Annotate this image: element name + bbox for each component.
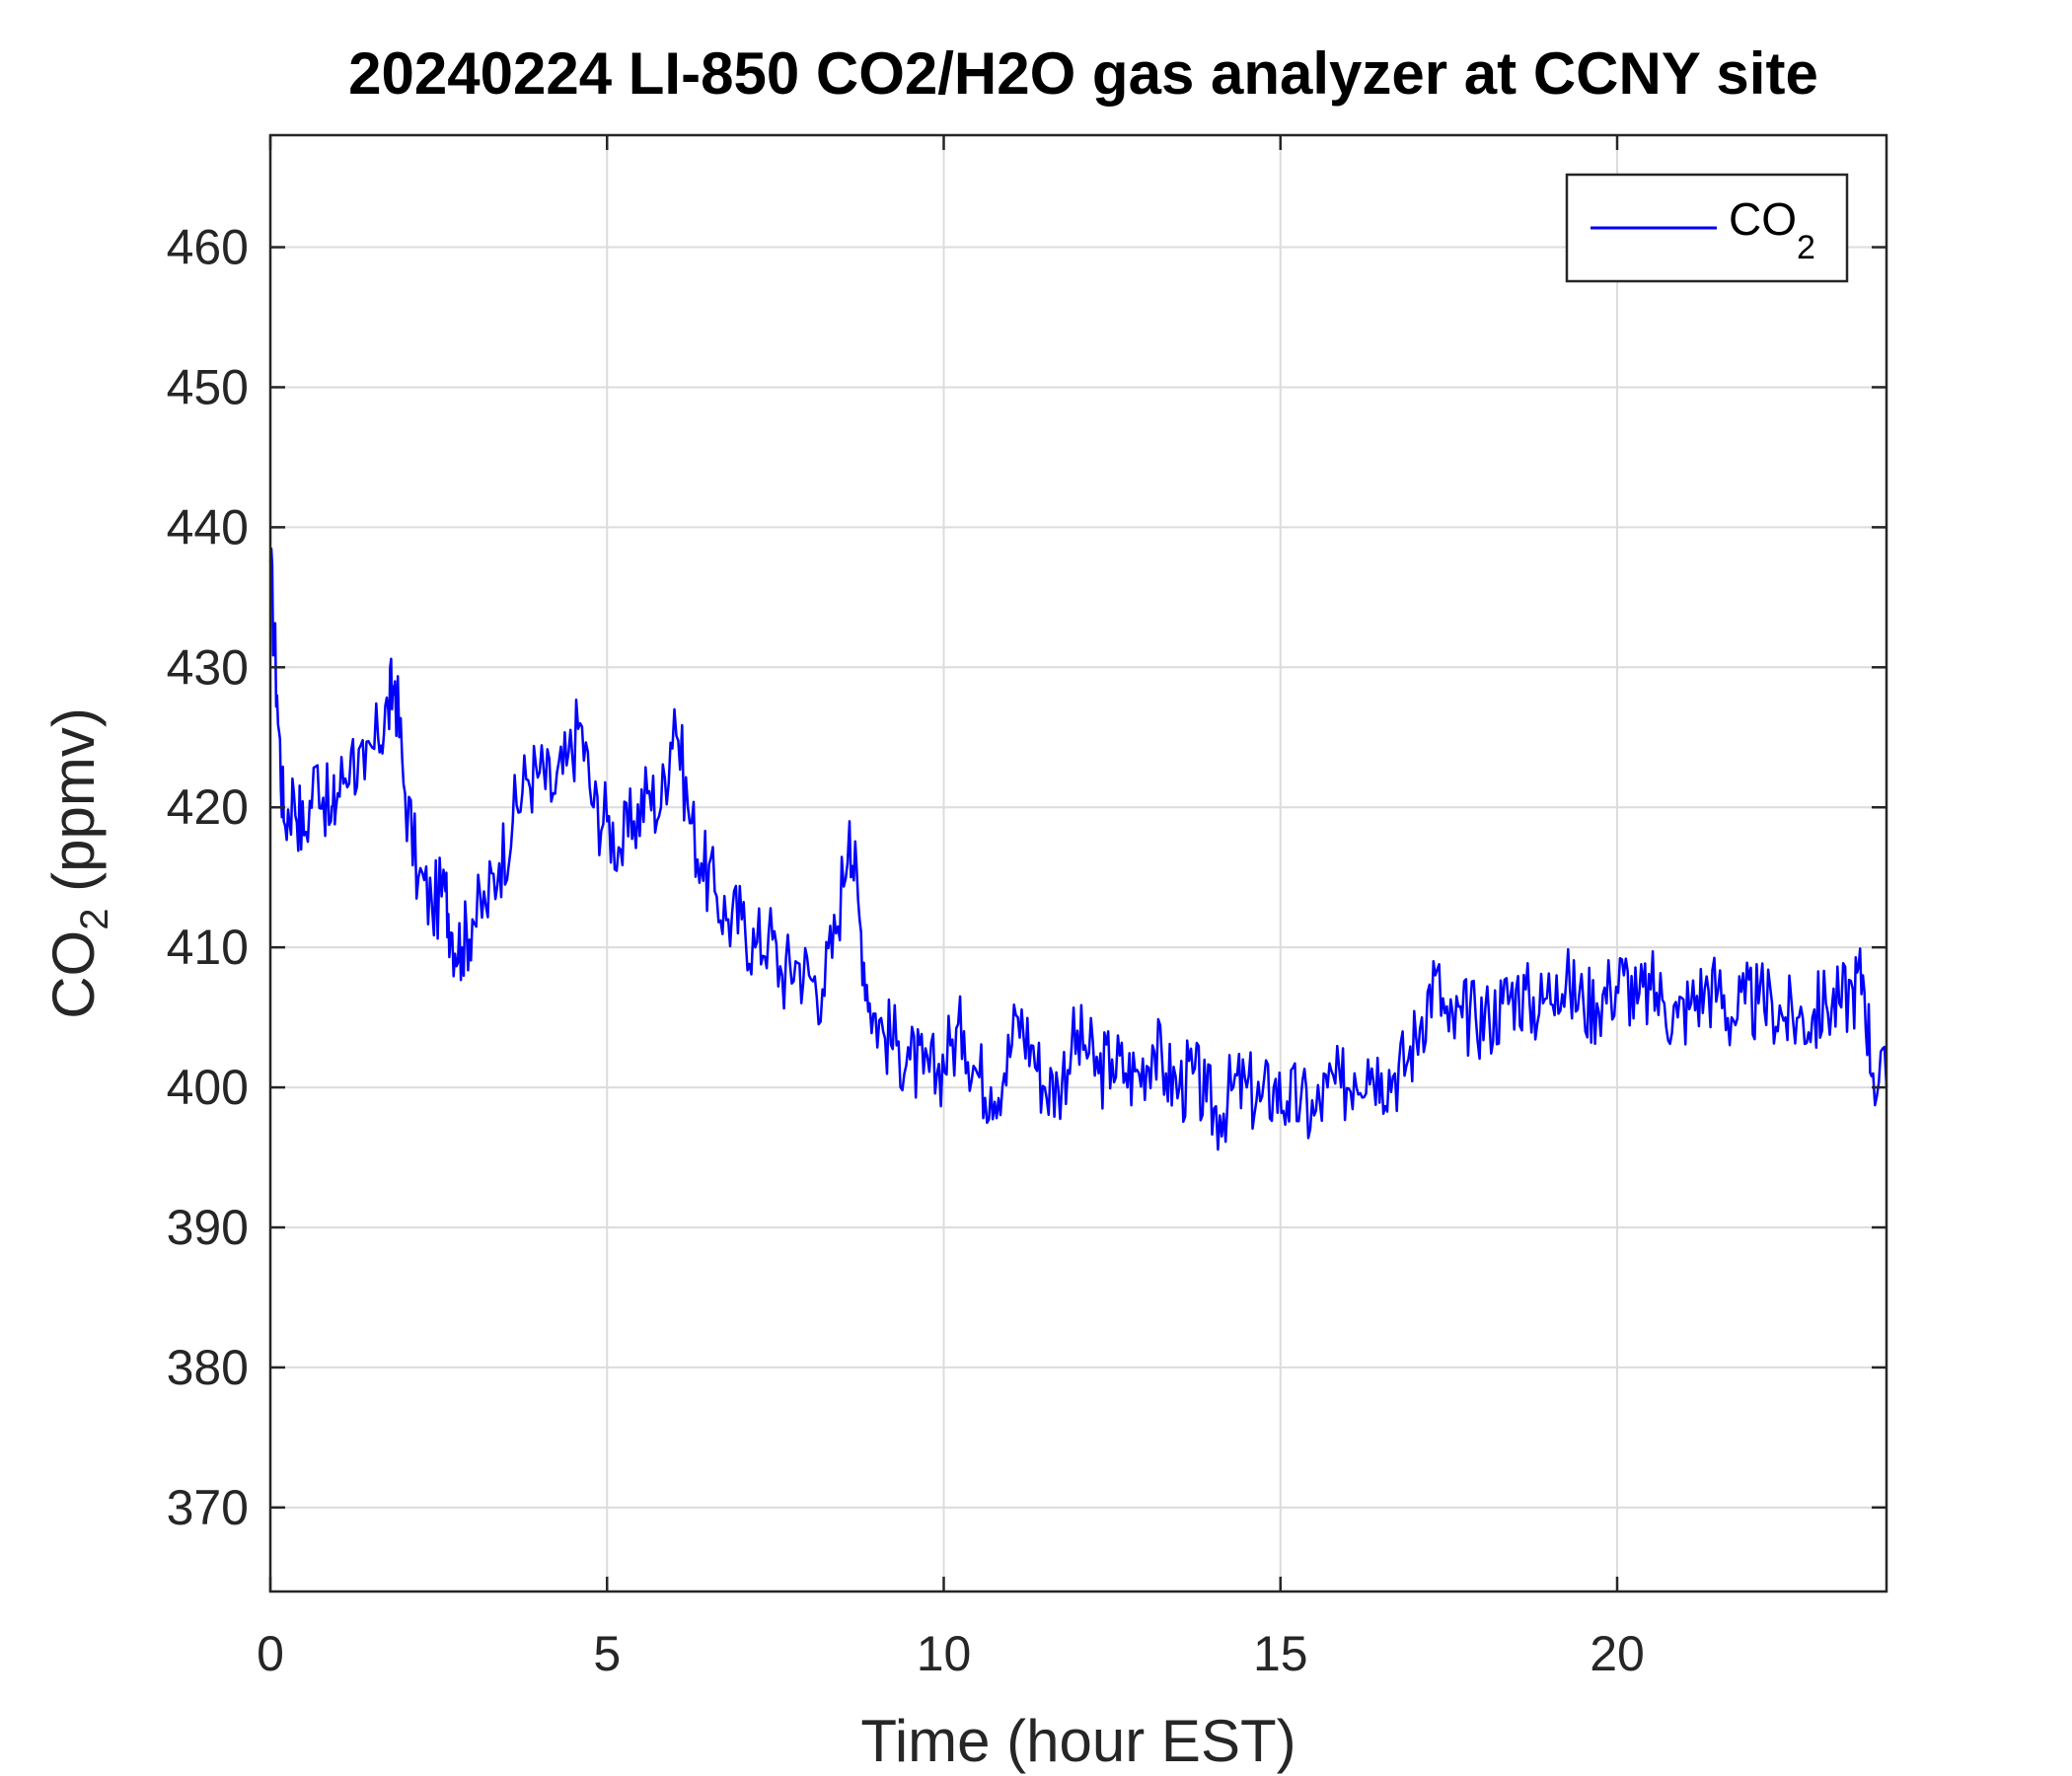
x-tick-label: 15 bbox=[1253, 1626, 1308, 1681]
y-tick-label: 460 bbox=[167, 220, 249, 275]
legend: CO2 bbox=[1565, 173, 1849, 283]
x-tick-label: 10 bbox=[917, 1626, 972, 1681]
axes-box bbox=[268, 133, 1888, 1593]
y-tick-label: 410 bbox=[167, 920, 249, 975]
series-line-co2 bbox=[268, 547, 1888, 1151]
y-tick-labels: 370 380 390 400 410 420 430 440 450 460 bbox=[167, 220, 249, 1535]
y-axis-label-subscript: 2 bbox=[73, 909, 116, 930]
x-tick-labels: 0 5 10 15 20 bbox=[257, 1626, 1645, 1681]
legend-label-base: CO bbox=[1729, 193, 1797, 245]
series-layer bbox=[268, 547, 1888, 1151]
y-tick-label: 400 bbox=[167, 1060, 249, 1115]
plot-area bbox=[270, 135, 1887, 1591]
y-tick-label: 390 bbox=[167, 1200, 249, 1255]
y-tick-label: 370 bbox=[167, 1480, 249, 1535]
y-axis-label-base: CO bbox=[40, 930, 107, 1019]
y-axis-label: CO2 (ppmv) bbox=[40, 707, 116, 1019]
x-tick-label: 0 bbox=[257, 1626, 284, 1681]
x-axis-label: Time (hour EST) bbox=[860, 1708, 1295, 1774]
y-tick-label: 440 bbox=[167, 499, 249, 555]
y-tick-label: 420 bbox=[167, 779, 249, 835]
legend-label-subscript: 2 bbox=[1797, 229, 1815, 266]
y-tick-label: 450 bbox=[167, 359, 249, 414]
grid-lines bbox=[269, 135, 1887, 1591]
legend-label: CO2 bbox=[1729, 193, 1815, 266]
axis-ticks bbox=[268, 135, 1887, 1591]
y-tick-label: 430 bbox=[167, 639, 249, 695]
chart-title: 20240224 LI-850 CO2/H2O gas analyzer at … bbox=[348, 40, 1818, 107]
x-tick-label: 20 bbox=[1590, 1626, 1645, 1681]
y-axis-label-units: (ppmv) bbox=[40, 707, 107, 908]
y-tick-label: 380 bbox=[167, 1340, 249, 1395]
x-tick-label: 5 bbox=[593, 1626, 621, 1681]
